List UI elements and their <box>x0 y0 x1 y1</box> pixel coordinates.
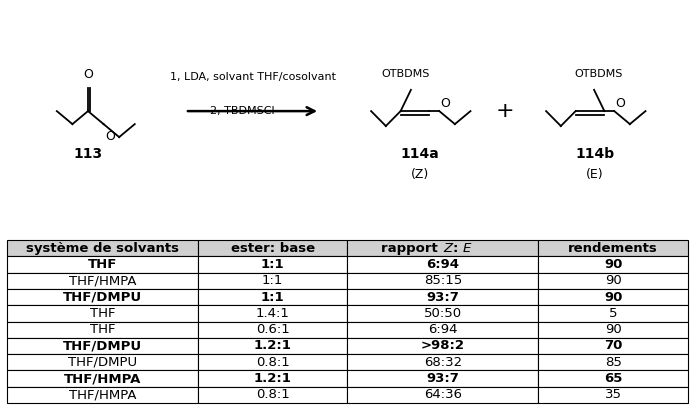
Text: 90: 90 <box>604 258 622 271</box>
Text: rendements: rendements <box>569 242 658 255</box>
Text: THF: THF <box>90 307 115 320</box>
Text: 113: 113 <box>74 147 103 162</box>
Text: 114a: 114a <box>400 147 439 162</box>
Text: O: O <box>441 97 450 109</box>
Bar <box>538 305 688 322</box>
Bar <box>538 387 688 403</box>
Text: rapport: rapport <box>382 242 443 255</box>
Text: 50:50: 50:50 <box>424 307 462 320</box>
Text: 5: 5 <box>609 307 617 320</box>
Text: 93:7: 93:7 <box>427 291 459 304</box>
Text: O: O <box>106 130 115 143</box>
Text: 35: 35 <box>605 388 621 401</box>
Bar <box>538 322 688 338</box>
Bar <box>197 370 348 387</box>
Text: THF: THF <box>90 323 115 336</box>
Bar <box>348 322 538 338</box>
Text: (E): (E) <box>586 168 604 181</box>
Text: +: + <box>496 101 514 121</box>
Bar <box>197 338 348 354</box>
Bar <box>348 240 538 256</box>
Text: OTBDMS: OTBDMS <box>575 69 623 79</box>
Bar <box>7 305 197 322</box>
Text: >98:2: >98:2 <box>421 339 465 352</box>
Text: 1.2:1: 1.2:1 <box>254 339 291 352</box>
Text: O: O <box>83 68 93 81</box>
Text: 1.4:1: 1.4:1 <box>256 307 290 320</box>
Bar <box>7 289 197 305</box>
Bar <box>197 256 348 273</box>
Text: OTBDMS: OTBDMS <box>382 69 430 79</box>
Text: 6:94: 6:94 <box>428 323 457 336</box>
Text: (Z): (Z) <box>411 168 429 181</box>
Bar <box>538 273 688 289</box>
Text: THF/DMPU: THF/DMPU <box>67 356 137 369</box>
Bar <box>7 322 197 338</box>
Text: 0.8:1: 0.8:1 <box>256 388 289 401</box>
Bar <box>197 387 348 403</box>
Text: THF/HMPA: THF/HMPA <box>69 388 136 401</box>
Bar <box>348 338 538 354</box>
Text: $\mathbf{\mathit{Z}}$: $\mathbf{\mathit{E}}$: $\mathbf{\mathit{Z}}$: $\mathbf{\mathit{… <box>443 242 473 255</box>
Text: 1:1: 1:1 <box>261 258 284 271</box>
Text: 114b: 114b <box>575 147 614 162</box>
Text: 1:1: 1:1 <box>262 274 284 287</box>
Bar <box>538 370 688 387</box>
Text: THF/HMPA: THF/HMPA <box>64 372 141 385</box>
Bar <box>348 370 538 387</box>
Text: 64:36: 64:36 <box>424 388 462 401</box>
Text: 1.2:1: 1.2:1 <box>254 372 291 385</box>
Text: THF/DMPU: THF/DMPU <box>63 339 142 352</box>
Text: 0.6:1: 0.6:1 <box>256 323 289 336</box>
Text: 6:94: 6:94 <box>426 258 459 271</box>
Bar <box>7 370 197 387</box>
Bar <box>348 305 538 322</box>
Bar <box>538 354 688 370</box>
Bar <box>538 289 688 305</box>
Bar <box>197 305 348 322</box>
Text: THF/DMPU: THF/DMPU <box>63 291 142 304</box>
Bar <box>348 289 538 305</box>
Bar <box>7 387 197 403</box>
Text: THF/HMPA: THF/HMPA <box>69 274 136 287</box>
Bar <box>197 289 348 305</box>
Bar <box>7 240 197 256</box>
Text: 85:15: 85:15 <box>424 274 462 287</box>
Text: 1, LDA, solvant THF/cosolvant: 1, LDA, solvant THF/cosolvant <box>170 72 336 82</box>
Bar <box>348 273 538 289</box>
Text: 90: 90 <box>605 274 621 287</box>
Text: 65: 65 <box>604 372 622 385</box>
Bar <box>197 322 348 338</box>
Bar <box>7 273 197 289</box>
Text: O: O <box>615 97 626 109</box>
Text: 70: 70 <box>604 339 622 352</box>
Bar <box>348 354 538 370</box>
Bar <box>538 256 688 273</box>
Text: 2, TBDMSCl: 2, TBDMSCl <box>210 106 275 116</box>
Text: 90: 90 <box>604 291 622 304</box>
Bar <box>7 256 197 273</box>
Text: 1:1: 1:1 <box>261 291 284 304</box>
Bar <box>348 256 538 273</box>
Bar <box>538 240 688 256</box>
Text: 93:7: 93:7 <box>427 372 459 385</box>
Text: 0.8:1: 0.8:1 <box>256 356 289 369</box>
Text: système de solvants: système de solvants <box>26 242 179 255</box>
Bar <box>7 338 197 354</box>
Text: 85: 85 <box>605 356 621 369</box>
Bar <box>348 387 538 403</box>
Bar <box>197 240 348 256</box>
Bar <box>197 354 348 370</box>
Text: 90: 90 <box>605 323 621 336</box>
Text: 68:32: 68:32 <box>424 356 462 369</box>
Bar <box>197 273 348 289</box>
Bar <box>7 354 197 370</box>
Text: THF: THF <box>88 258 117 271</box>
Text: ester: base: ester: base <box>231 242 315 255</box>
Bar <box>538 338 688 354</box>
